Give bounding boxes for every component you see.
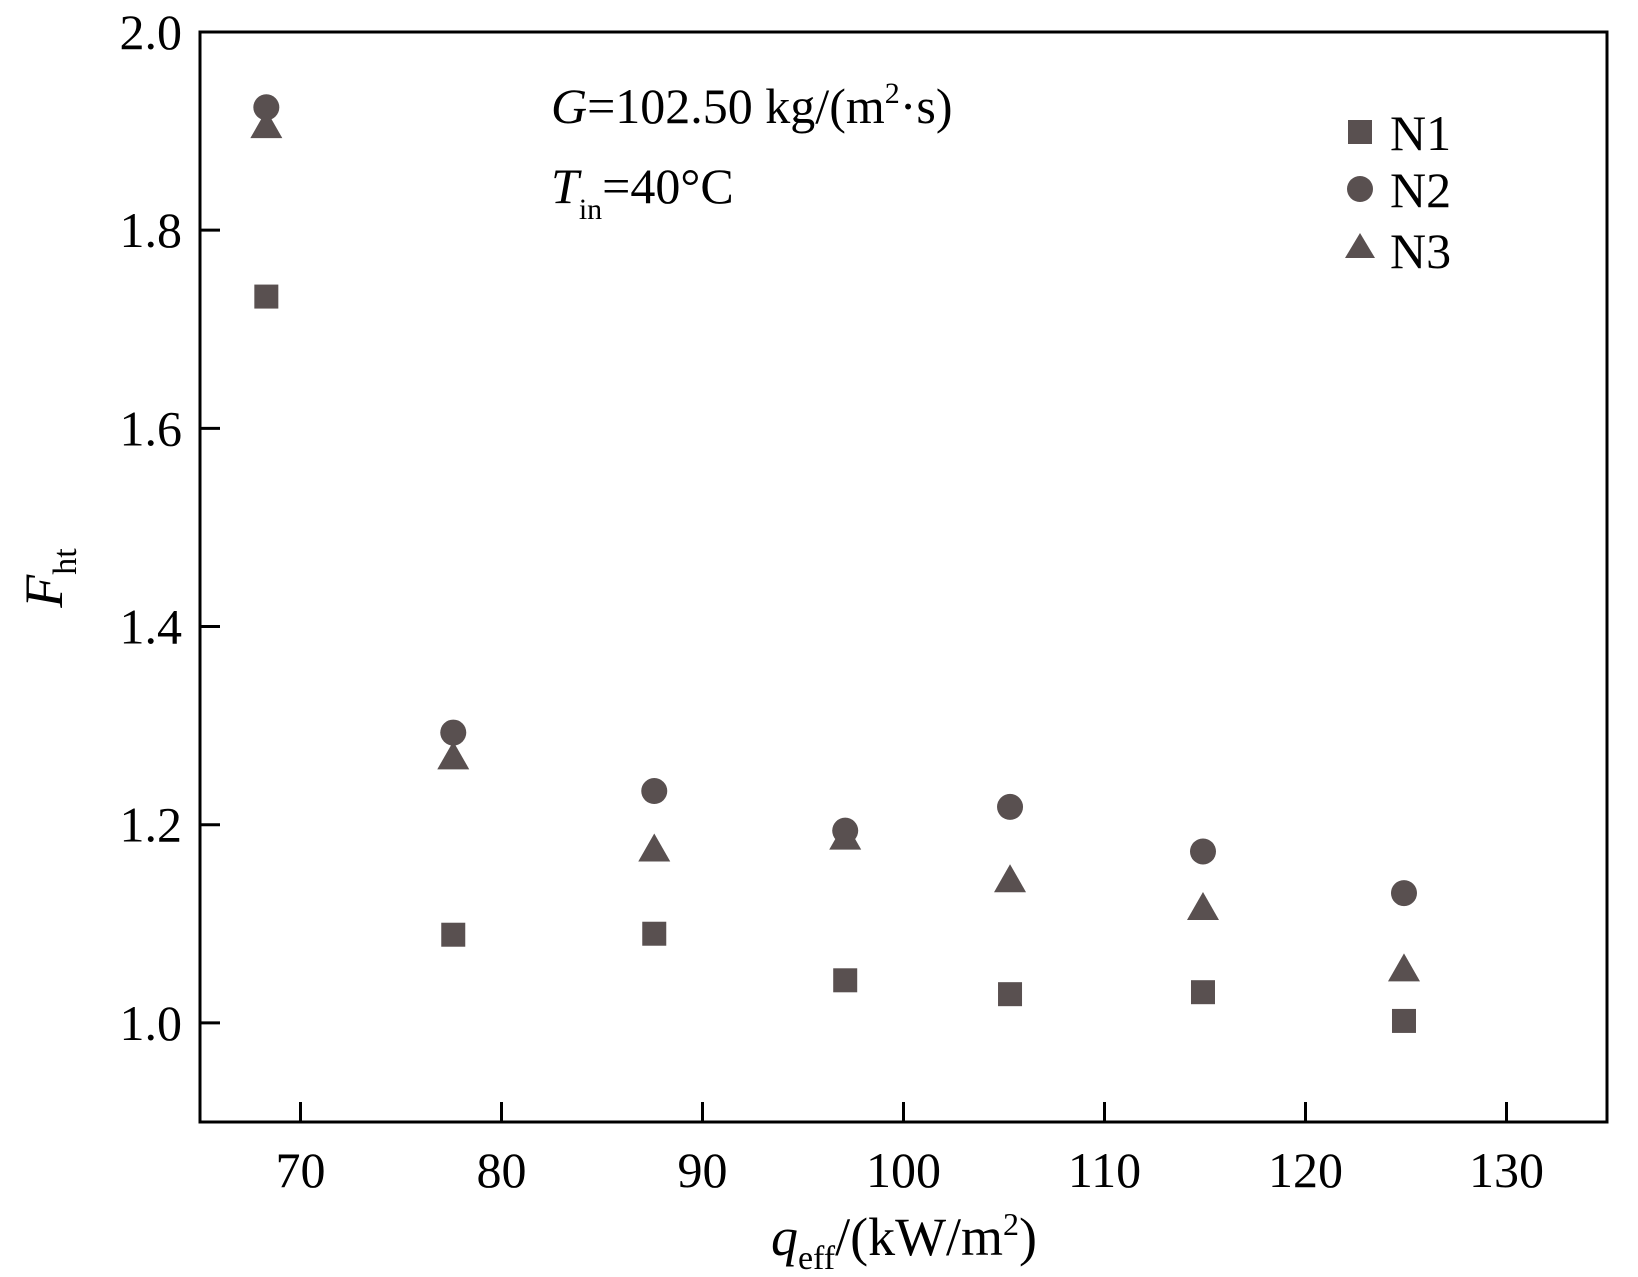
- annotation-mass-flux: G=102.50 kg/(m2·s): [551, 77, 953, 134]
- y-axis-label: Fht: [14, 548, 84, 609]
- point-n2: [997, 793, 1024, 820]
- x-tick-label: 120: [1268, 1142, 1343, 1198]
- point-n1: [1391, 1008, 1416, 1033]
- y-tick-label: 1.0: [120, 995, 183, 1051]
- y-tick-label: 1.8: [120, 202, 183, 258]
- legend-label-n1: N1: [1390, 105, 1451, 161]
- point-n2: [1189, 838, 1216, 865]
- point-n1: [441, 922, 466, 947]
- y-tick-label: 1.6: [120, 400, 183, 456]
- x-tick-label: 70: [276, 1142, 326, 1198]
- x-tick-label: 110: [1068, 1142, 1141, 1198]
- point-n1: [254, 284, 279, 309]
- point-n2: [1390, 880, 1417, 907]
- point-n3: [829, 821, 862, 850]
- y-tick-label: 1.4: [120, 599, 183, 655]
- point-n3: [638, 833, 671, 862]
- y-tick-label: 1.2: [120, 797, 183, 853]
- point-n3: [1186, 891, 1219, 920]
- legend-marker-n2: [1347, 176, 1373, 202]
- x-axis-ticks: 70 80 90 100 110 120 130: [276, 1102, 1544, 1198]
- legend-marker-n1: [1348, 120, 1372, 144]
- point-n2: [641, 778, 668, 805]
- legend: N1 N2 N3: [1345, 105, 1451, 279]
- point-n3: [437, 741, 470, 770]
- x-axis-label: qeff/(kW/m2): [771, 1206, 1037, 1277]
- legend-label-n2: N2: [1390, 162, 1451, 218]
- y-axis-ticks: 1.0 1.2 1.4 1.6 1.8 2.0: [120, 4, 220, 1051]
- x-tick-label: 80: [477, 1142, 527, 1198]
- data-points: [250, 94, 1420, 1033]
- point-n1: [833, 968, 858, 993]
- point-n1: [1190, 980, 1215, 1005]
- point-n3: [994, 864, 1027, 893]
- x-tick-label: 100: [866, 1142, 941, 1198]
- x-tick-label: 130: [1469, 1142, 1544, 1198]
- annotation-inlet-temp: Tin=40°C: [551, 158, 734, 226]
- point-n2: [253, 94, 280, 121]
- y-tick-label: 2.0: [120, 4, 183, 60]
- point-n3: [1387, 953, 1420, 982]
- point-n3: [250, 110, 283, 139]
- point-n1: [642, 921, 667, 946]
- point-n2: [440, 719, 467, 746]
- point-n1: [998, 982, 1023, 1007]
- legend-label-n3: N3: [1390, 223, 1451, 279]
- x-tick-label: 90: [678, 1142, 728, 1198]
- legend-marker-n3: [1345, 233, 1375, 258]
